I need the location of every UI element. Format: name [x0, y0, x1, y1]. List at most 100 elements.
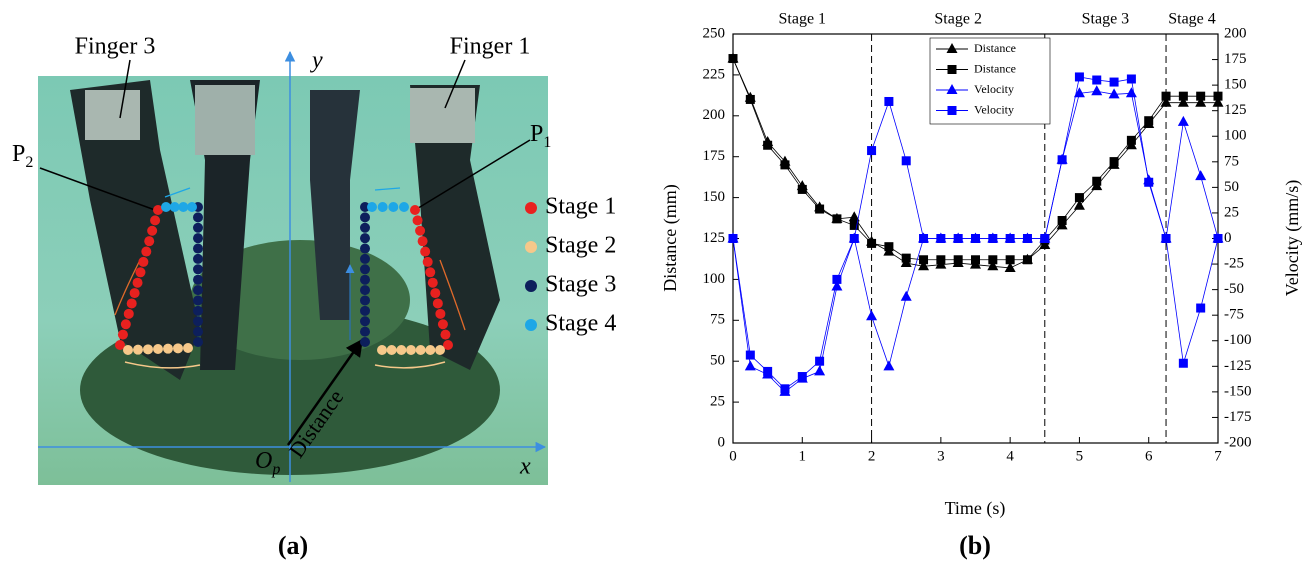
point	[988, 255, 997, 264]
servo	[85, 90, 140, 140]
stage-dot	[187, 202, 197, 212]
point	[745, 360, 756, 370]
stage-dot	[420, 247, 430, 257]
point	[919, 234, 928, 243]
y2-tick-label: 125	[1224, 102, 1247, 118]
label: O	[255, 448, 272, 474]
stage-dot	[123, 345, 133, 355]
y2-tick-label: -75	[1224, 307, 1244, 323]
stage-dot	[135, 267, 145, 277]
y2-axis-label: Velocity (mm/s)	[1282, 180, 1303, 296]
point	[954, 255, 963, 264]
stage-dot	[367, 202, 377, 212]
point	[919, 255, 928, 264]
point	[729, 234, 738, 243]
stage-dot	[433, 298, 443, 308]
point	[936, 234, 945, 243]
figure: Finger 3 Finger 1 y x P2 P1 Op Distance …	[0, 0, 1309, 570]
point	[780, 160, 789, 169]
stage-dot	[143, 344, 153, 354]
point	[1006, 234, 1015, 243]
stage-dot	[163, 344, 173, 354]
stage-dot	[388, 202, 398, 212]
point	[867, 146, 876, 155]
y2-tick-label: -50	[1224, 281, 1244, 297]
point	[1214, 92, 1223, 101]
point	[832, 214, 841, 223]
legend-label: Stage 3	[545, 272, 616, 298]
y2-tick-label: -150	[1224, 383, 1252, 399]
point	[901, 291, 912, 301]
point	[1075, 72, 1084, 81]
stage-dot	[399, 202, 409, 212]
x-tick-label: 3	[937, 448, 945, 464]
stage-label: Stage 2	[934, 11, 982, 28]
caption: (b)	[959, 531, 991, 560]
subscript: 2	[25, 154, 33, 171]
legend-label: Velocity	[974, 102, 1014, 116]
y2-tick-label: 75	[1224, 153, 1239, 169]
stage-dot	[193, 233, 203, 243]
point	[1178, 116, 1189, 126]
stage-dot	[418, 236, 428, 246]
y-tick-label: 225	[703, 66, 726, 82]
point	[815, 357, 824, 366]
subscript: p	[271, 461, 280, 478]
stage-label: Stage 1	[779, 11, 827, 28]
stage-dot	[170, 202, 180, 212]
point	[866, 310, 877, 320]
point	[832, 275, 841, 284]
stage-dot	[121, 319, 131, 329]
stage-dot	[193, 223, 203, 233]
stage-dot	[141, 247, 151, 257]
point	[815, 205, 824, 214]
point	[746, 95, 755, 104]
x-tick-label: 0	[729, 448, 737, 464]
stage-dot	[147, 226, 157, 236]
servo	[410, 88, 475, 143]
point	[1127, 136, 1136, 145]
stage-dot	[130, 288, 140, 298]
stage-dot	[360, 212, 370, 222]
y-tick-label: 200	[703, 107, 726, 123]
stage-dot	[360, 233, 370, 243]
stage-dot	[161, 202, 171, 212]
label: P2	[12, 141, 33, 171]
point	[1110, 78, 1119, 87]
point	[746, 351, 755, 360]
stage-dot	[118, 330, 128, 340]
y-tick-label: 175	[703, 148, 726, 164]
stage-dot	[435, 309, 445, 319]
stage-dot	[144, 236, 154, 246]
y-tick-label: 0	[718, 434, 726, 450]
point	[850, 234, 859, 243]
y-tick-label: 75	[710, 312, 725, 328]
point	[1091, 85, 1102, 95]
label: P1	[530, 121, 551, 151]
point	[1023, 255, 1032, 264]
y2-tick-label: 200	[1224, 25, 1247, 41]
stage-dot	[360, 275, 370, 285]
point	[1179, 92, 1188, 101]
y-tick-label: 50	[710, 353, 725, 369]
stage-dot	[425, 345, 435, 355]
stage-dot	[396, 345, 406, 355]
x-tick-label: 7	[1214, 448, 1222, 464]
legend-label: Distance	[974, 41, 1016, 55]
point	[936, 255, 945, 264]
y2-tick-label: 100	[1224, 128, 1247, 144]
stage-dot	[438, 319, 448, 329]
point	[1195, 170, 1206, 180]
label: Finger 1	[450, 34, 531, 60]
y2-tick-label: 25	[1224, 204, 1239, 220]
stage-dot	[360, 223, 370, 233]
point	[884, 242, 893, 251]
y2-tick-label: 0	[1224, 230, 1232, 246]
stage-dot	[193, 295, 203, 305]
stage-dot	[178, 202, 188, 212]
y2-tick-label: 50	[1224, 179, 1239, 195]
stage-dot	[377, 345, 387, 355]
stage-dot	[435, 345, 445, 355]
point	[1144, 178, 1153, 187]
point	[1075, 193, 1084, 202]
